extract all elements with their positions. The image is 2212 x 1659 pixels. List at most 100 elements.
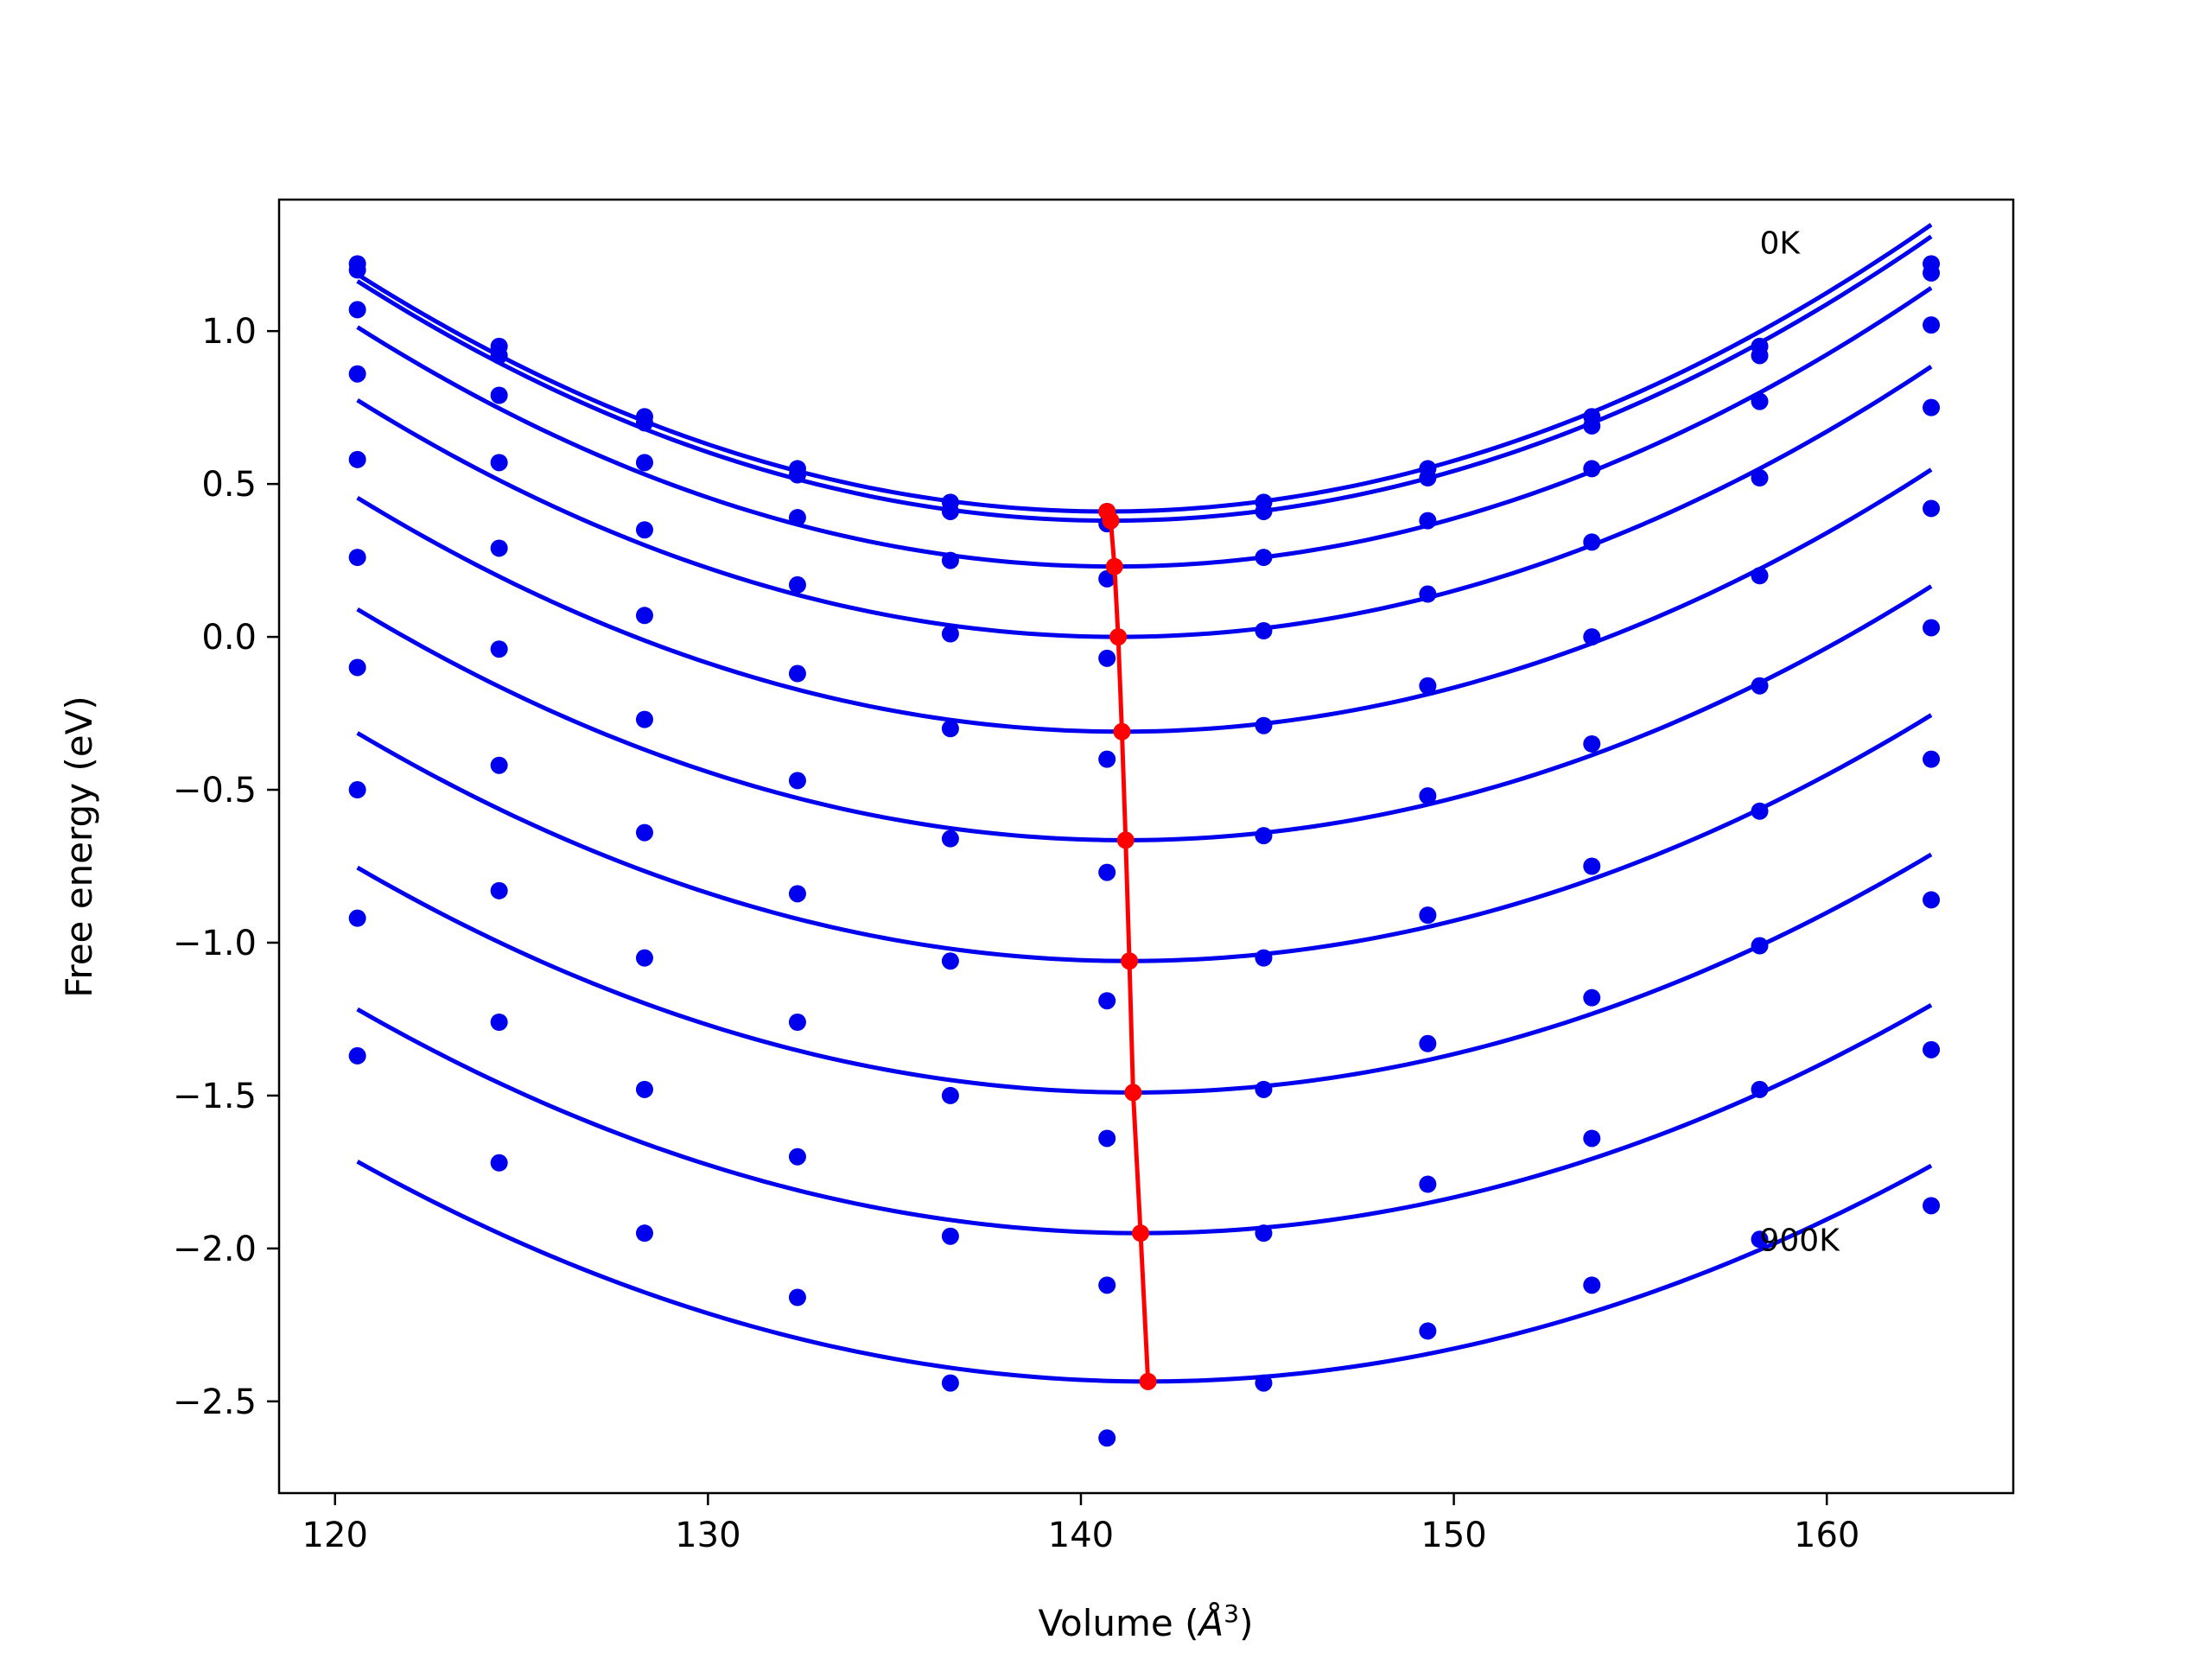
y-tick-label: −2.5: [173, 1382, 257, 1422]
data-point: [1255, 1080, 1273, 1098]
x-tick-label: 160: [1794, 1516, 1859, 1555]
data-point: [1255, 549, 1273, 567]
data-point: [1419, 1175, 1437, 1193]
data-point: [635, 710, 653, 728]
data-point: [1751, 677, 1769, 695]
annotations: 0K 900K: [1760, 226, 1841, 1259]
plot-frame: [277, 198, 2015, 1495]
y-tick-label: −2.0: [173, 1230, 257, 1269]
x-axis-ticks: 120 130 140 150 160: [302, 1493, 1859, 1555]
data-point: [348, 365, 366, 383]
x-tick-label: 140: [1048, 1516, 1114, 1555]
data-point: [348, 261, 366, 279]
data-point: [490, 881, 508, 899]
data-point: [941, 1374, 959, 1392]
data-point: [1751, 1080, 1769, 1098]
x-tick-label: 120: [302, 1516, 368, 1555]
fit-curve-8: [356, 852, 1933, 1095]
data-point: [788, 1013, 806, 1031]
data-point: [1098, 1429, 1116, 1447]
data-point: [635, 823, 653, 842]
data-point: [490, 1013, 508, 1031]
fit-curve-3: [356, 286, 1933, 569]
data-point: [348, 1046, 366, 1065]
data-point: [1751, 346, 1769, 365]
y-tick-label: −0.5: [173, 771, 257, 810]
data-point: [1255, 827, 1273, 845]
data-point: [490, 756, 508, 774]
data-point: [788, 1288, 806, 1306]
data-point: [1583, 628, 1601, 646]
equilibrium-point: [1116, 831, 1135, 849]
data-point: [1583, 460, 1601, 478]
data-point: [1255, 502, 1273, 520]
data-point: [1419, 906, 1437, 925]
data-point: [635, 1224, 653, 1243]
data-point: [348, 450, 366, 468]
y-tick-label: 1.0: [201, 312, 257, 352]
data-point: [1583, 857, 1601, 875]
equilibrium-point: [1121, 952, 1139, 970]
equilibrium-point: [1113, 722, 1131, 741]
fit-curve-2: [356, 234, 1933, 524]
data-point: [1583, 988, 1601, 1007]
data-point: [1255, 622, 1273, 639]
equilibrium-point: [1124, 1084, 1142, 1102]
data-point: [490, 454, 508, 472]
equilibrium-point: [1105, 557, 1123, 575]
data-point: [1255, 716, 1273, 734]
data-point: [1923, 316, 1941, 334]
data-point: [941, 952, 959, 970]
fit-curve-5: [356, 467, 1933, 734]
data-point: [941, 551, 959, 569]
data-point: [348, 909, 366, 927]
data-point: [490, 1154, 508, 1172]
data-point: [1923, 619, 1941, 637]
data-point: [1419, 469, 1437, 487]
data-point: [1583, 533, 1601, 551]
data-points: [348, 255, 1941, 1447]
data-point: [788, 509, 806, 527]
data-point: [1751, 1230, 1769, 1249]
data-point: [490, 539, 508, 557]
data-point: [941, 625, 959, 643]
data-point: [1419, 677, 1437, 695]
data-point: [635, 949, 653, 967]
y-tick-label: 0.0: [201, 618, 257, 658]
data-point: [1923, 1040, 1941, 1058]
data-point: [788, 664, 806, 683]
data-point: [1098, 992, 1116, 1010]
data-point: [1098, 750, 1116, 768]
data-point: [348, 301, 366, 319]
y-tick-label: −1.5: [173, 1077, 257, 1116]
data-point: [348, 549, 366, 567]
data-point: [1923, 499, 1941, 518]
data-point: [1098, 1276, 1116, 1294]
data-point: [941, 1227, 959, 1245]
data-point: [941, 1086, 959, 1104]
data-point: [1419, 1322, 1437, 1340]
temperature-annotation: 0K: [1760, 226, 1802, 262]
data-point: [1419, 585, 1437, 603]
data-point: [1923, 1197, 1941, 1215]
data-point: [1098, 1129, 1116, 1147]
fit-curve-1: [356, 223, 1933, 514]
data-point: [941, 720, 959, 738]
equilibrium-point: [1139, 1372, 1157, 1390]
x-tick-label: 130: [675, 1516, 741, 1555]
data-point: [1583, 1276, 1601, 1294]
x-axis-label: Volume (Å3): [1039, 1599, 1254, 1644]
data-point: [490, 640, 508, 658]
y-tick-label: −1.0: [173, 924, 257, 963]
data-point: [1751, 567, 1769, 585]
data-point: [1751, 802, 1769, 820]
y-axis-label: Free energy (eV): [58, 696, 100, 998]
data-point: [941, 502, 959, 520]
data-point: [1751, 937, 1769, 955]
x-tick-label: 150: [1421, 1516, 1486, 1555]
data-point: [1751, 392, 1769, 410]
data-point: [1751, 469, 1769, 487]
data-point: [1923, 398, 1941, 416]
data-point: [788, 885, 806, 903]
